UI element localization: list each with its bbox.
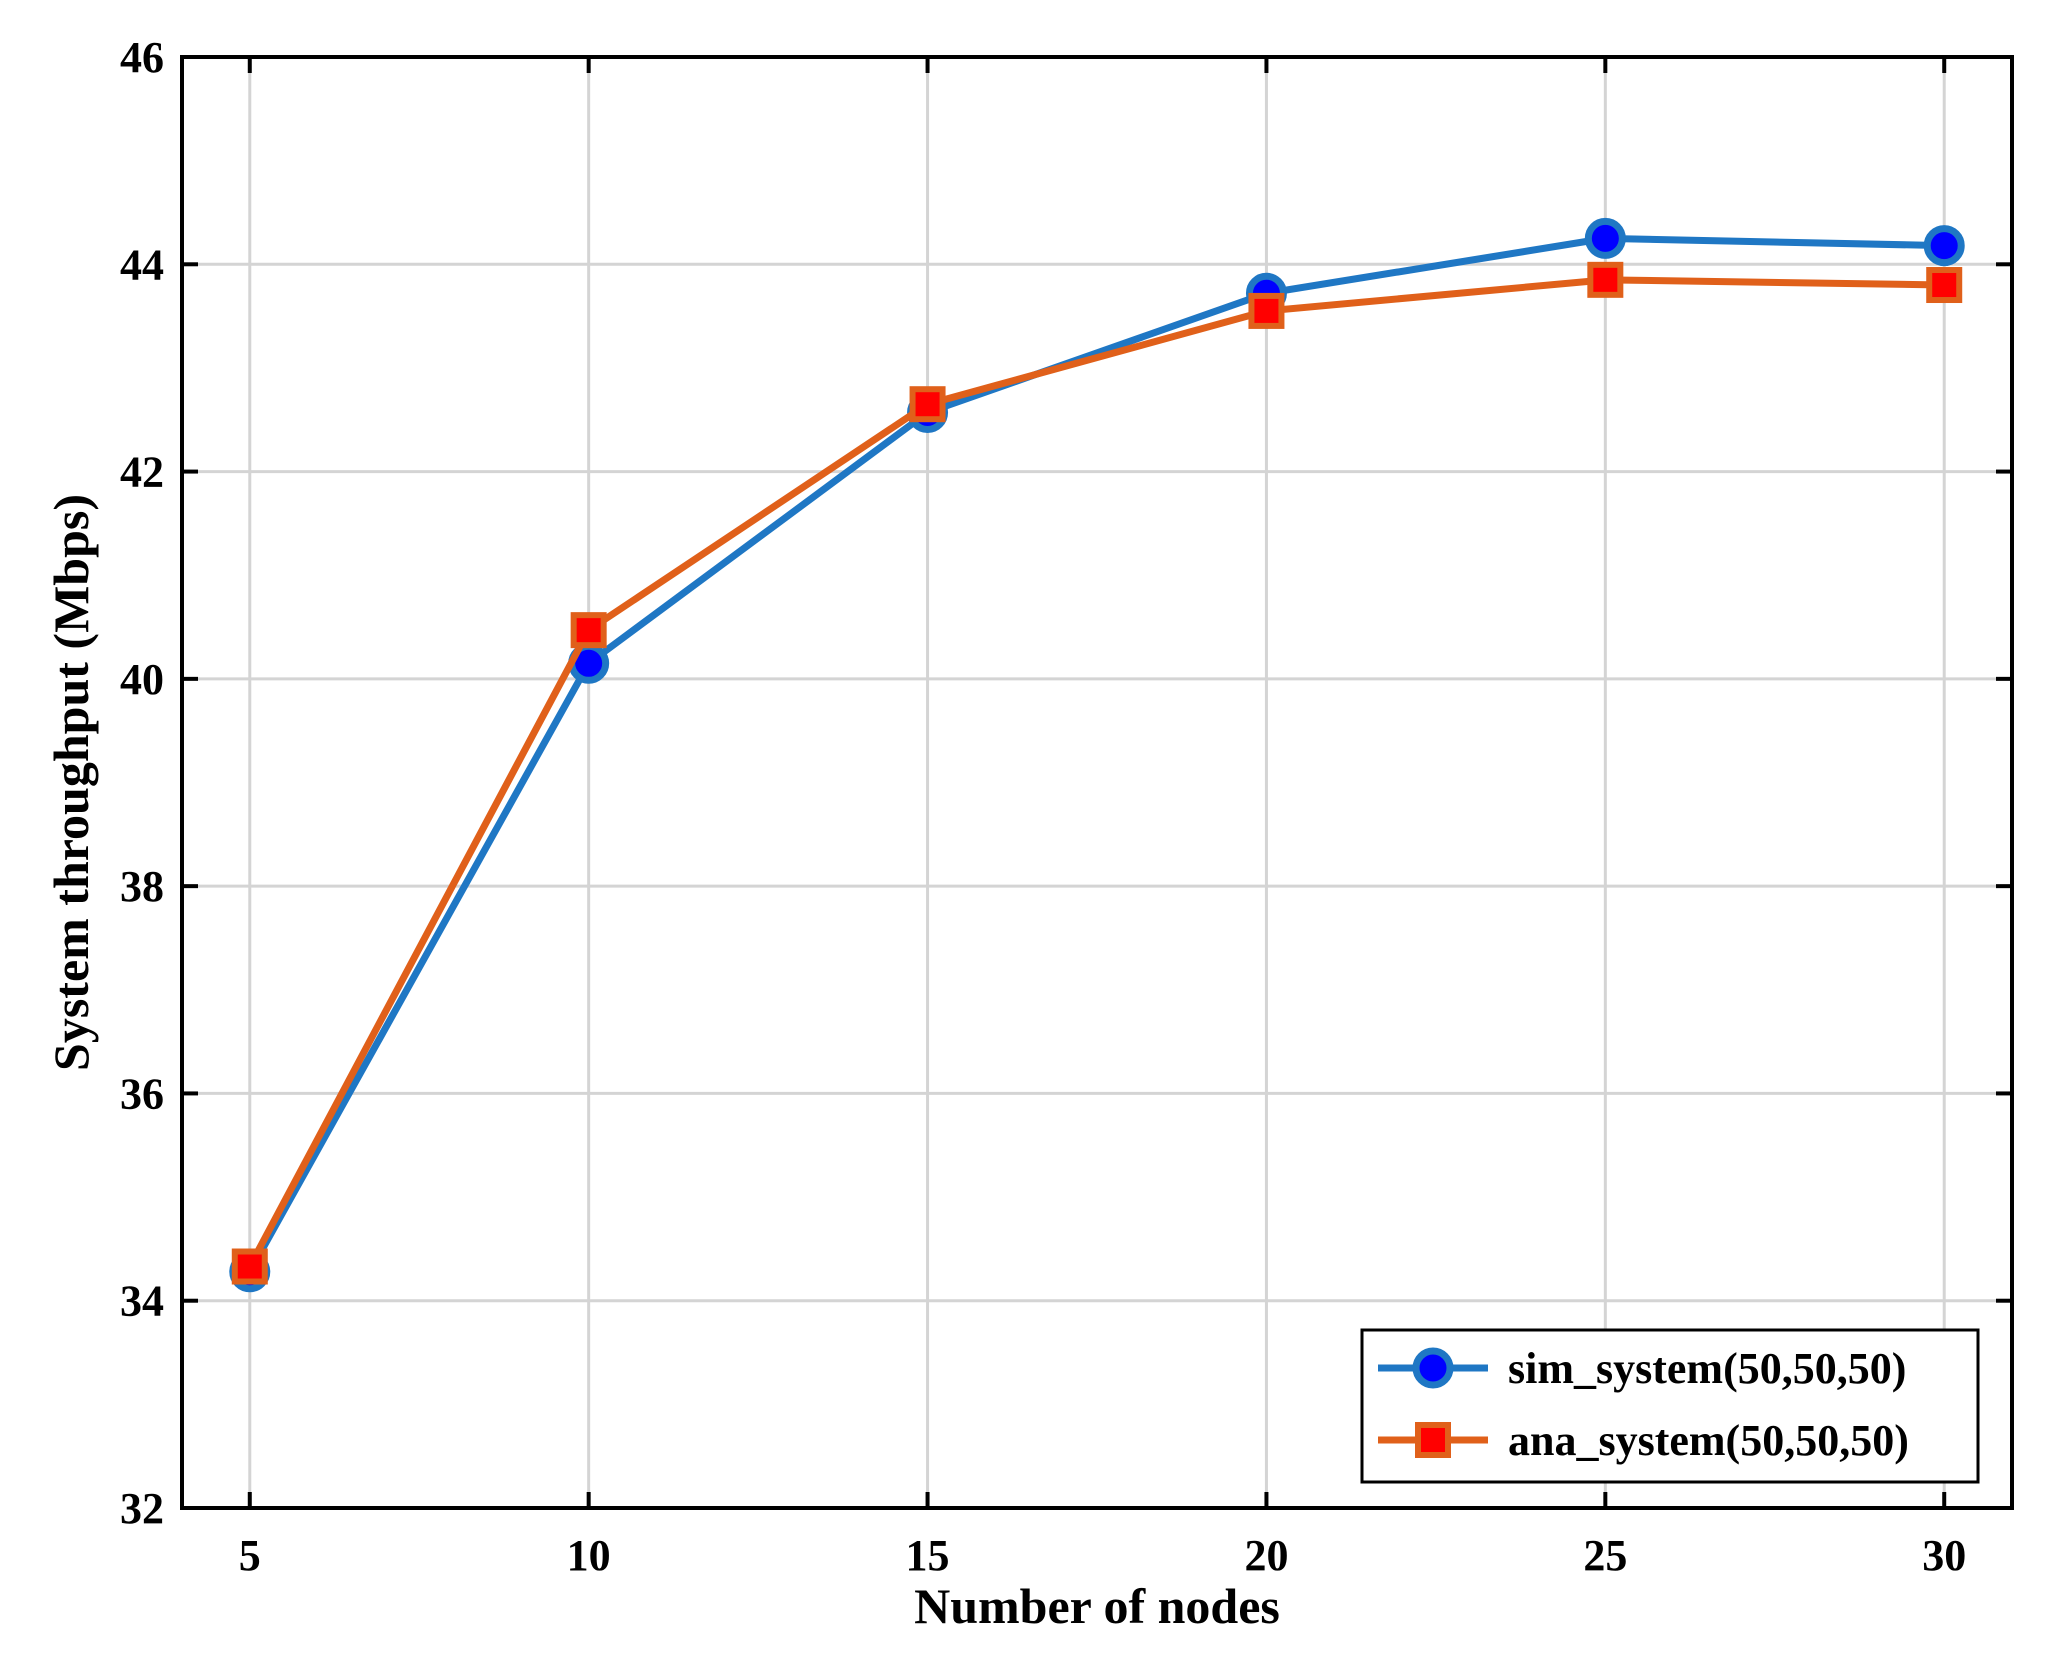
legend-box <box>1360 1328 1980 1484</box>
data-point-square <box>570 612 607 649</box>
legend-label: ana_system(50,50,50) <box>1508 1416 1909 1465</box>
legend: sim_system(50,50,50) ana_system(50,50,50) <box>1360 1328 1980 1484</box>
legend-item: ana_system(50,50,50) <box>1378 1416 1909 1465</box>
x-tick-labels: 5 10 15 20 25 30 <box>239 1531 1966 1580</box>
legend-item: sim_system(50,50,50) <box>1378 1344 1906 1393</box>
x-tick-label: 30 <box>1922 1531 1966 1580</box>
data-point-square <box>1248 292 1285 329</box>
y-tick-label: 46 <box>120 33 164 82</box>
legend-marker <box>1415 1422 1451 1458</box>
x-tick-label: 20 <box>1244 1531 1288 1580</box>
plot-frame <box>180 55 2014 1510</box>
data-point-square <box>1926 267 1963 304</box>
data-point-circle <box>1584 217 1626 259</box>
y-tick-labels: 32 34 36 38 40 42 44 46 <box>120 33 164 1533</box>
y-tick-label: 44 <box>120 240 164 289</box>
legend-marker <box>1412 1347 1454 1389</box>
y-tick-label: 36 <box>120 1069 164 1118</box>
x-tick-label: 10 <box>567 1531 611 1580</box>
series-line <box>246 234 1945 1274</box>
series-2 <box>231 261 1963 1285</box>
y-axis-label: System throughput (Mbps) <box>43 494 99 1071</box>
y-tick-label: 38 <box>120 862 164 911</box>
x-axis-label: Number of nodes <box>914 1578 1280 1634</box>
x-tick-label: 5 <box>239 1531 261 1580</box>
y-tick-label: 42 <box>120 448 164 497</box>
data-point-square <box>909 386 946 423</box>
y-tick-label: 40 <box>120 655 164 704</box>
x-tick-label: 25 <box>1583 1531 1627 1580</box>
y-tick-label: 32 <box>120 1484 164 1533</box>
series-line <box>246 276 1945 1269</box>
data-point-circle <box>1923 225 1965 267</box>
data-series <box>229 217 1965 1293</box>
data-point-square <box>1587 261 1624 298</box>
x-tick-label: 15 <box>906 1531 950 1580</box>
data-point-square <box>231 1248 268 1285</box>
y-tick-label: 34 <box>120 1277 164 1326</box>
legend-label: sim_system(50,50,50) <box>1508 1344 1906 1393</box>
